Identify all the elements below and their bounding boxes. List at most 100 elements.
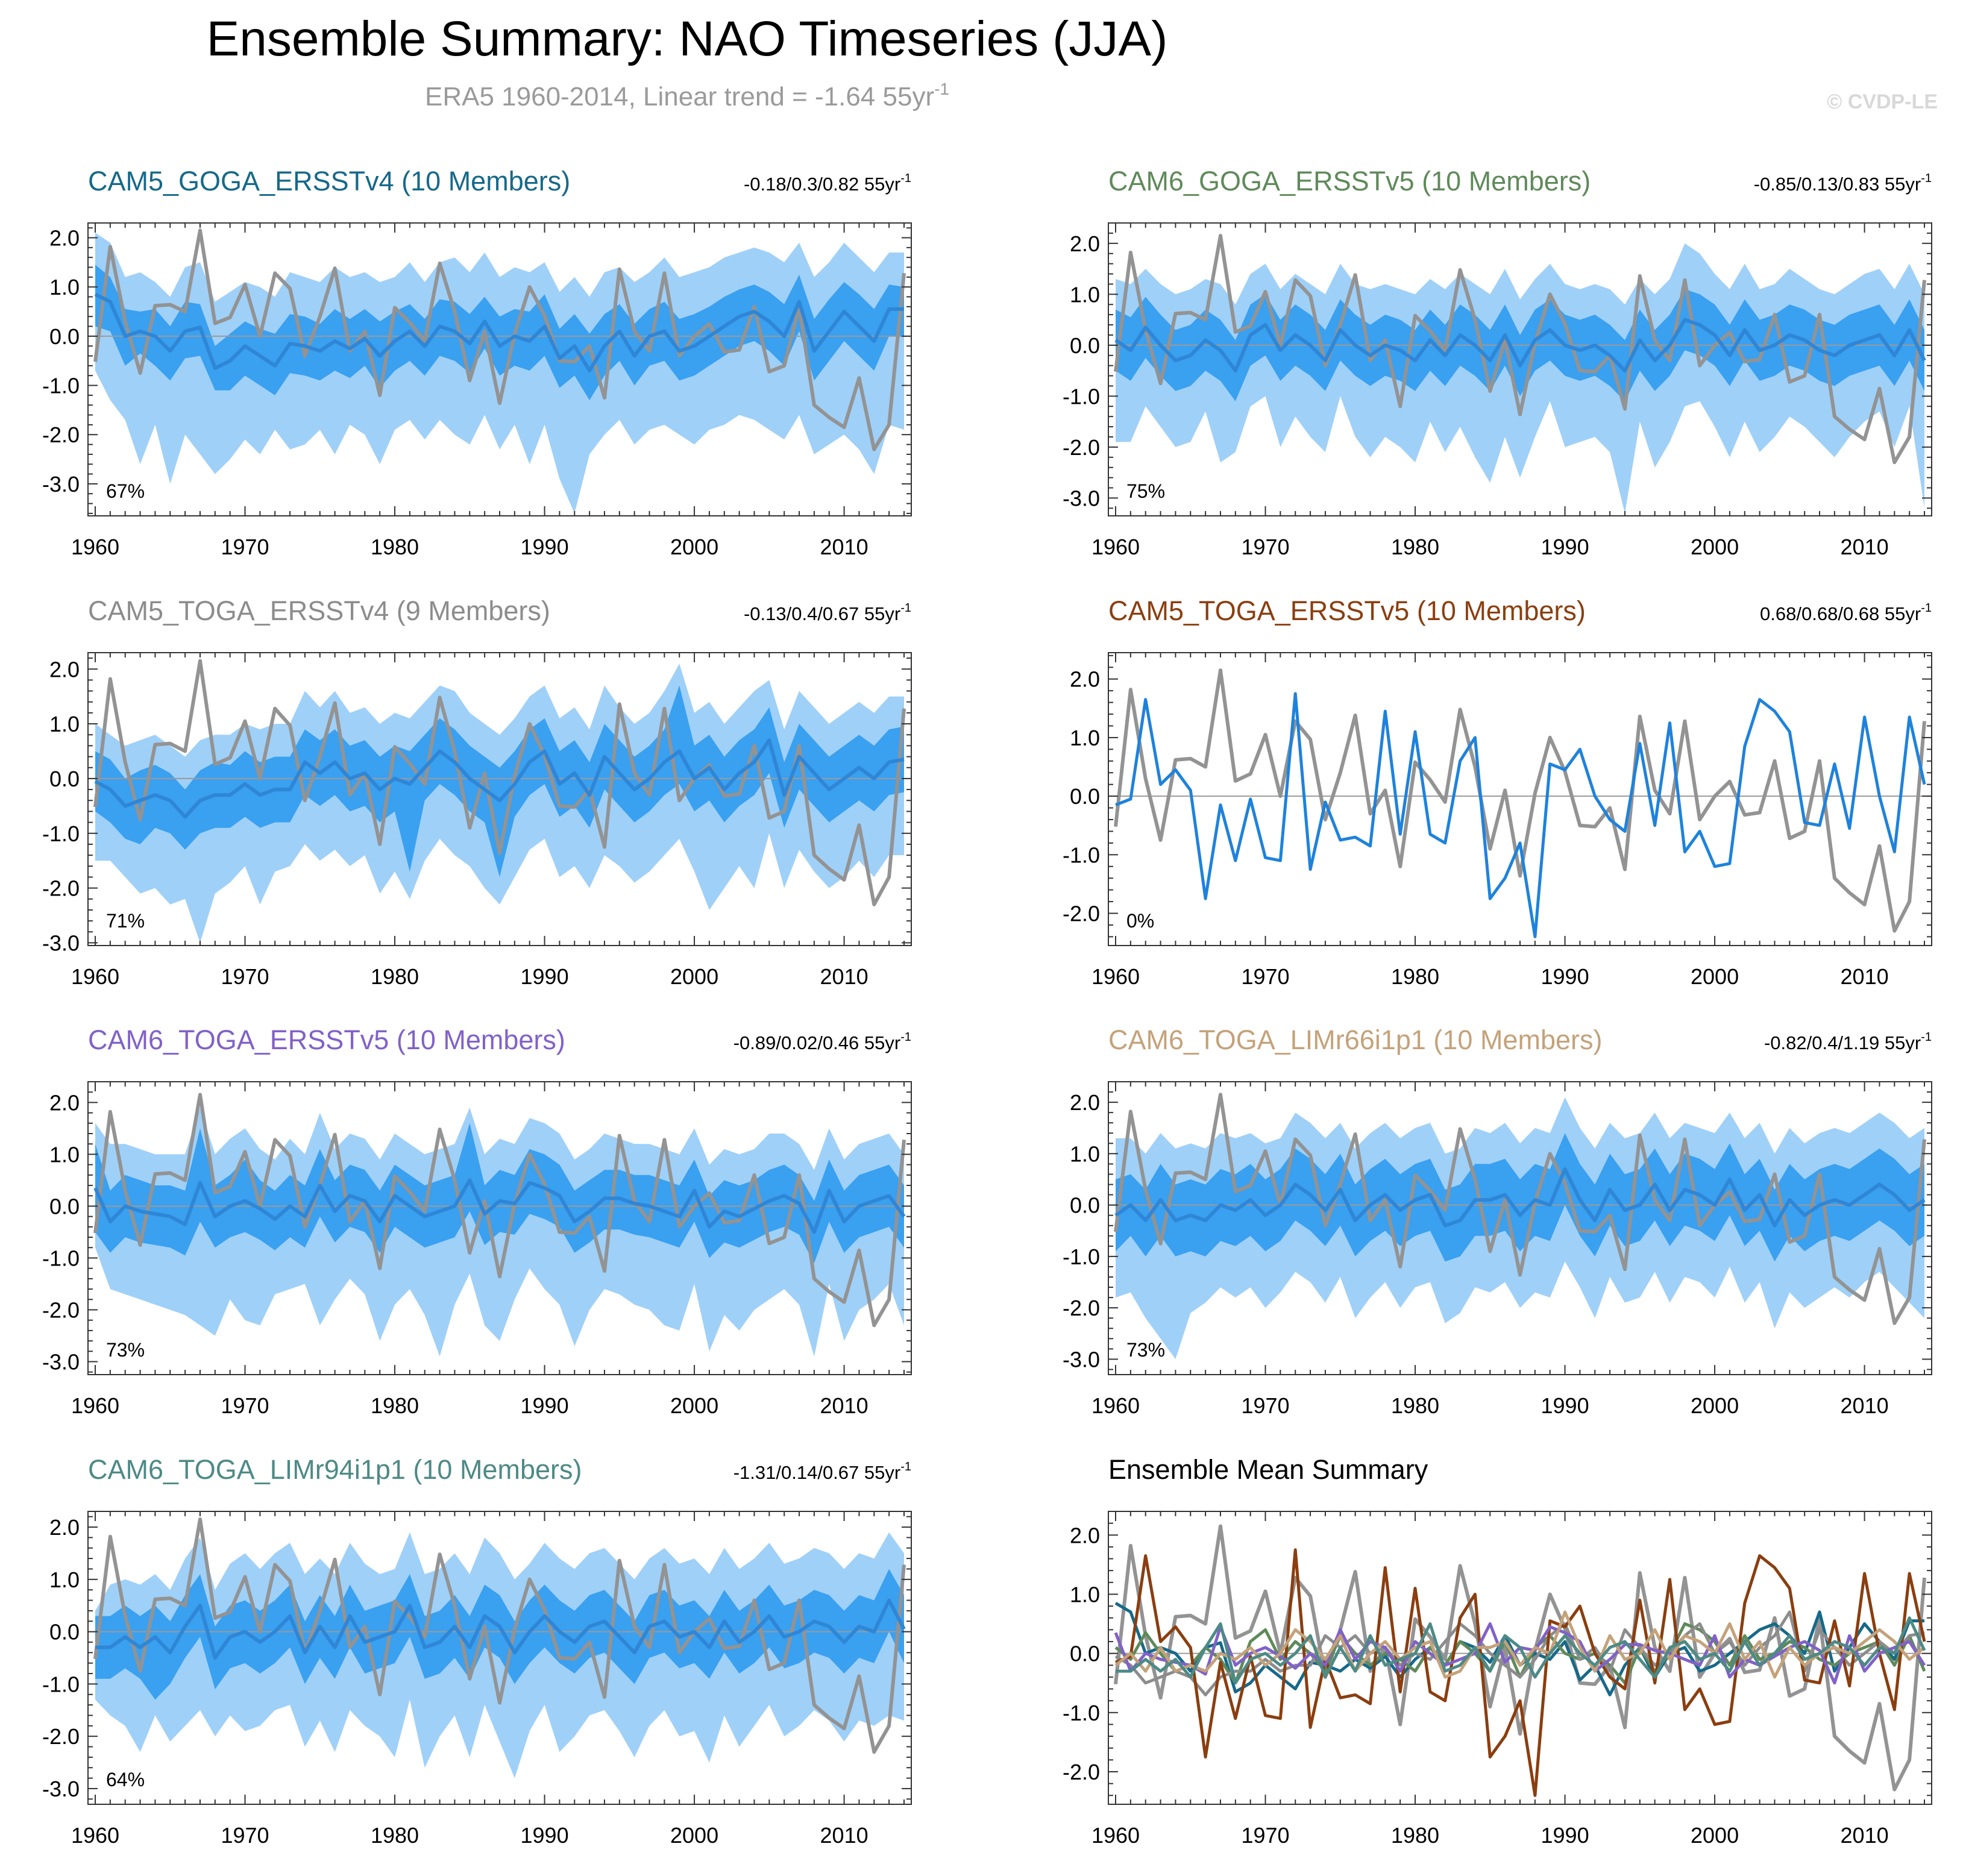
figure-subtitle: ERA5 1960-2014, Linear trend = -1.64 55y… <box>425 80 949 111</box>
x-tick-label: 1960 <box>71 1823 119 1848</box>
x-tick-label: 1960 <box>71 535 119 559</box>
x-tick-label: 2010 <box>1841 964 1889 989</box>
y-tick-label: -3.0 <box>42 930 80 955</box>
x-tick-label: 1990 <box>521 964 569 989</box>
trend-values: -0.82/0.4/1.19 <box>1764 1032 1885 1053</box>
x-tick-label: 1970 <box>1241 964 1289 989</box>
panel-title: CAM6_TOGA_LIMr66i1p1 (10 Members) <box>1108 1024 1602 1055</box>
panel-trend: -0.82/0.4/1.19 55yr-1 <box>1764 1031 1932 1053</box>
x-tick-label: 1960 <box>1091 535 1140 559</box>
inner-spread-band <box>95 1569 904 1700</box>
obs-line <box>93 1093 906 1328</box>
x-tick-label: 1970 <box>1241 1393 1289 1418</box>
x-tick-label: 1970 <box>221 964 269 989</box>
y-tick-label: -1.0 <box>1063 384 1100 409</box>
panel-trend: -0.13/0.4/0.67 55yr-1 <box>744 601 911 624</box>
y-tick-label: -2.0 <box>1063 435 1100 460</box>
plot-content <box>88 1517 911 1778</box>
x-tick-label: 1960 <box>1091 964 1140 989</box>
obs-line <box>1114 668 1926 933</box>
ensemble-mean-line <box>93 1178 906 1234</box>
x-tick-label: 1980 <box>1391 964 1439 989</box>
trend-unit-sup: -1 <box>900 1460 911 1473</box>
y-tick-label: -1.0 <box>1063 1701 1100 1725</box>
y-tick-label: -2.0 <box>42 1724 80 1749</box>
y-tick-label: -1.0 <box>42 821 80 846</box>
trend-unit: 55yr <box>1885 174 1921 195</box>
panel-title: CAM5_GOGA_ERSSTv4 (10 Members) <box>88 166 570 196</box>
trend-unit: 55yr <box>864 1462 900 1483</box>
x-tick-label: 1970 <box>221 535 269 559</box>
y-tick-label: -2.0 <box>42 422 80 447</box>
panel-4: CAM5_TOGA_ERSSTv5 (10 Members) 0.68/0.68/… <box>1063 595 1932 989</box>
trend-values: -0.18/0.3/0.82 <box>744 174 864 195</box>
y-tick-label: 0.0 <box>1070 784 1100 809</box>
trend-unit-sup: -1 <box>900 601 911 615</box>
percent-label: 67% <box>106 480 145 502</box>
panel-trend: 0.68/0.68/0.68 55yr-1 <box>1760 601 1932 624</box>
figure-subtitle-sup: -1 <box>934 80 949 98</box>
panel-trend: -0.85/0.13/0.83 55yr-1 <box>1754 172 1932 195</box>
x-tick-label: 1970 <box>221 1823 269 1848</box>
y-tick-label: 1.0 <box>1070 1582 1100 1607</box>
x-tick-label: 2000 <box>1691 964 1739 989</box>
y-tick-label: -3.0 <box>42 472 80 497</box>
y-tick-label: 1.0 <box>49 275 80 300</box>
y-tick-label: -1.0 <box>1063 1244 1100 1269</box>
y-tick-label: -1.0 <box>42 374 80 398</box>
percent-label: 73% <box>1126 1339 1165 1361</box>
trend-unit: 55yr <box>1885 603 1921 624</box>
x-tick-label: 1960 <box>71 1393 119 1418</box>
y-tick-label: -2.0 <box>42 1297 80 1322</box>
plot-content <box>88 1093 911 1357</box>
y-tick-label: -3.0 <box>1063 1347 1100 1372</box>
trend-values: 0.68/0.68/0.68 <box>1760 603 1885 624</box>
y-tick-label: -3.0 <box>42 1349 80 1374</box>
y-tick-label: 0.0 <box>49 767 80 791</box>
obs-line <box>93 1517 906 1754</box>
x-tick-label: 1980 <box>1391 1393 1439 1418</box>
panel-trend: -0.18/0.3/0.82 55yr-1 <box>744 172 911 195</box>
y-tick-label: -2.0 <box>1063 1296 1100 1320</box>
obs-line <box>1114 1093 1926 1325</box>
x-tick-label: 1990 <box>1541 964 1589 989</box>
x-tick-label: 1960 <box>1091 1393 1140 1418</box>
trend-unit-sup: -1 <box>1921 601 1932 615</box>
y-tick-label: 0.0 <box>1070 333 1100 358</box>
y-tick-label: 2.0 <box>49 1090 80 1115</box>
inner-spread-band <box>95 685 904 877</box>
plot-content <box>88 659 911 943</box>
watermark: © CVDP-LE <box>1827 90 1938 113</box>
x-tick-label: 2010 <box>820 535 868 559</box>
x-tick-label: 1980 <box>1391 1823 1439 1848</box>
y-tick-label: 2.0 <box>49 1515 80 1540</box>
ensemble-mean-line <box>95 1598 906 1660</box>
y-tick-label: -3.0 <box>1063 486 1100 510</box>
panel-1: CAM5_GOGA_ERSSTv4 (10 Members) -0.18/0.3/… <box>42 166 912 559</box>
x-tick-label: 1980 <box>1391 535 1439 559</box>
x-tick-label: 1970 <box>1241 535 1289 559</box>
trend-values: -0.13/0.4/0.67 <box>744 603 864 624</box>
ensemble-mean-line <box>1114 1167 1926 1228</box>
member-line <box>1115 692 1926 938</box>
y-tick-label: -2.0 <box>1063 1760 1100 1784</box>
x-tick-label: 2000 <box>1691 1823 1739 1848</box>
figure-subtitle-text: ERA5 1960-2014, Linear trend = -1.64 55y… <box>425 82 934 111</box>
y-tick-label: 1.0 <box>49 1142 80 1167</box>
x-tick-label: 1970 <box>1241 1823 1289 1848</box>
y-tick-label: 2.0 <box>1070 1523 1100 1548</box>
x-tick-label: 1980 <box>371 535 419 559</box>
trend-unit-sup: -1 <box>1921 172 1932 185</box>
panel-title: CAM6_GOGA_ERSSTv5 (10 Members) <box>1108 166 1591 196</box>
x-tick-label: 1990 <box>521 1823 569 1848</box>
x-tick-label: 1980 <box>371 1393 419 1418</box>
trend-unit: 55yr <box>864 174 900 195</box>
plot-content <box>1108 234 1932 513</box>
y-tick-label: 0.0 <box>1070 1642 1100 1666</box>
trend-unit: 55yr <box>864 603 900 624</box>
trend-unit: 55yr <box>864 1032 900 1053</box>
summary-line-4 <box>1115 1548 1926 1797</box>
y-tick-label: -1.0 <box>42 1672 80 1696</box>
y-tick-label: 0.0 <box>1070 1193 1100 1218</box>
